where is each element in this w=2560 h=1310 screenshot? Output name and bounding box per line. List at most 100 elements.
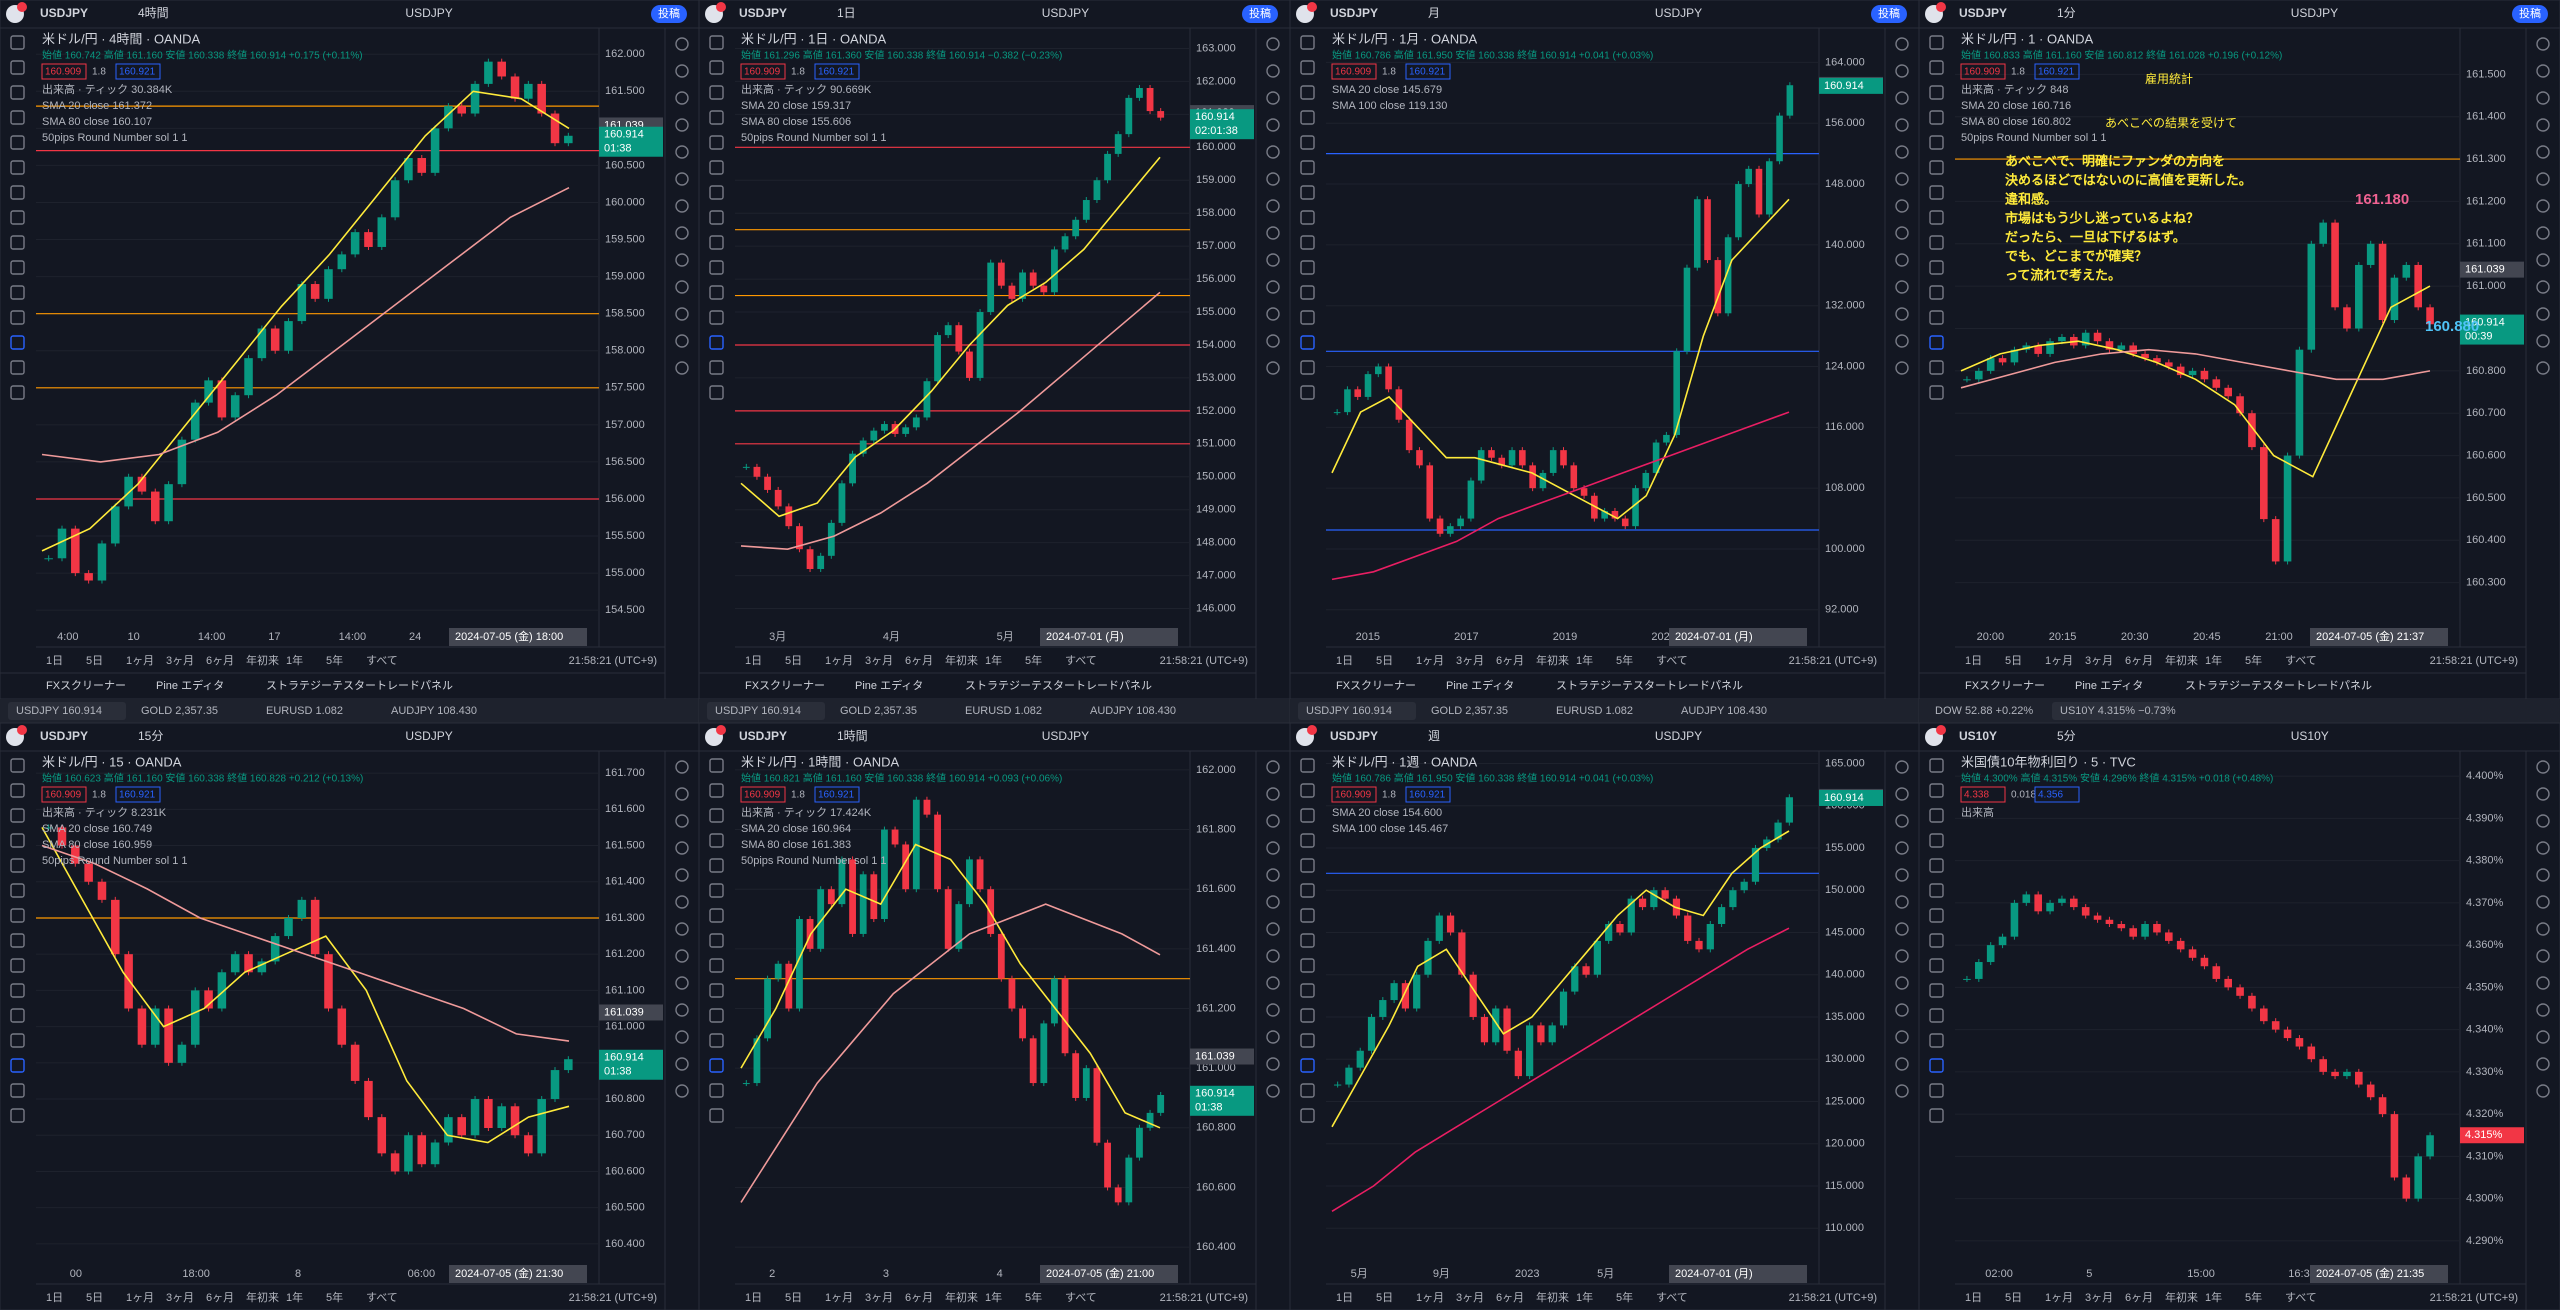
symbol-search[interactable]: USDJPY bbox=[40, 6, 88, 20]
range-button[interactable]: 3ヶ月 bbox=[166, 655, 194, 667]
drawing-tool[interactable] bbox=[1929, 385, 1944, 400]
drawing-tool[interactable] bbox=[1300, 360, 1315, 375]
drawing-tool[interactable] bbox=[1300, 60, 1315, 75]
sidebar-icon[interactable] bbox=[1895, 307, 1909, 321]
bid[interactable]: 160.909 bbox=[744, 790, 781, 801]
drawing-tool[interactable] bbox=[709, 883, 724, 898]
drawing-tool[interactable] bbox=[10, 858, 25, 873]
tab[interactable] bbox=[1673, 702, 1791, 720]
range-button[interactable]: 3ヶ月 bbox=[1456, 655, 1484, 667]
drawing-tool[interactable] bbox=[709, 235, 724, 250]
drawing-tool[interactable] bbox=[709, 933, 724, 948]
range-button[interactable]: 5年 bbox=[1616, 1290, 1633, 1304]
tab-label[interactable]: AUDJPY 108.430 bbox=[1090, 705, 1176, 717]
range-button[interactable]: 5日 bbox=[2005, 655, 2022, 667]
range-button[interactable]: 6ヶ月 bbox=[2125, 1292, 2153, 1304]
drawing-tool[interactable] bbox=[1300, 310, 1315, 325]
bid[interactable]: 4.338 bbox=[1964, 790, 1989, 801]
range-button[interactable]: 5日 bbox=[86, 655, 103, 667]
sidebar-icon[interactable] bbox=[1895, 64, 1909, 78]
sidebar-icon[interactable] bbox=[1895, 334, 1909, 348]
sidebar-icon[interactable] bbox=[675, 1057, 689, 1071]
drawing-tool[interactable] bbox=[709, 1108, 724, 1123]
drawing-tool[interactable] bbox=[10, 1058, 25, 1073]
ask-box[interactable] bbox=[814, 63, 860, 80]
interval[interactable]: 4時間 bbox=[138, 6, 169, 20]
drawing-tool[interactable] bbox=[1929, 160, 1944, 175]
range-button[interactable]: 1ヶ月 bbox=[1416, 655, 1444, 667]
sidebar-icon[interactable] bbox=[675, 172, 689, 186]
drawing-tool[interactable] bbox=[1300, 783, 1315, 798]
sidebar-icon[interactable] bbox=[2536, 334, 2550, 348]
bottom-tool[interactable]: トレードパネル bbox=[1666, 679, 1743, 692]
sidebar-icon[interactable] bbox=[675, 922, 689, 936]
drawing-tool[interactable] bbox=[709, 285, 724, 300]
range-button[interactable]: 5日 bbox=[785, 1292, 802, 1304]
sidebar-icon[interactable] bbox=[1266, 334, 1280, 348]
drawing-tool[interactable] bbox=[709, 35, 724, 50]
drawing-tool[interactable] bbox=[1929, 1033, 1944, 1048]
sidebar-icon[interactable] bbox=[1266, 868, 1280, 882]
range-button[interactable]: 1ヶ月 bbox=[825, 1292, 853, 1304]
range-button[interactable]: 1年 bbox=[1576, 653, 1593, 667]
symbol-search[interactable]: USDJPY bbox=[1330, 729, 1378, 743]
range-button[interactable]: すべて bbox=[1656, 1291, 1688, 1304]
sidebar-icon[interactable] bbox=[1895, 253, 1909, 267]
sidebar-icon[interactable] bbox=[1895, 199, 1909, 213]
tab[interactable] bbox=[1423, 702, 1541, 720]
ask-box[interactable] bbox=[814, 786, 860, 803]
range-button[interactable]: 年初来 bbox=[246, 653, 279, 667]
interval[interactable]: 月 bbox=[1428, 6, 1440, 20]
range-button[interactable]: 3ヶ月 bbox=[2085, 1292, 2113, 1304]
sidebar-icon[interactable] bbox=[675, 64, 689, 78]
ask-box[interactable] bbox=[115, 786, 161, 803]
drawing-tool[interactable] bbox=[10, 360, 25, 375]
tab-label[interactable]: EURUSD 1.082 bbox=[266, 705, 343, 717]
drawing-tool[interactable] bbox=[1929, 210, 1944, 225]
drawing-tool[interactable] bbox=[10, 210, 25, 225]
range-button[interactable]: 3ヶ月 bbox=[865, 1292, 893, 1304]
ask-box[interactable] bbox=[2034, 786, 2080, 803]
sidebar-icon[interactable] bbox=[1895, 280, 1909, 294]
tab[interactable] bbox=[2052, 702, 2170, 720]
bid[interactable]: 160.909 bbox=[45, 67, 82, 78]
bottom-tool[interactable]: トレードパネル bbox=[1075, 679, 1152, 692]
range-button[interactable]: 5年 bbox=[1025, 1290, 1042, 1304]
range-button[interactable]: 1日 bbox=[46, 655, 63, 667]
symbol-search[interactable]: USDJPY bbox=[739, 6, 787, 20]
sidebar-icon[interactable] bbox=[675, 787, 689, 801]
sidebar-icon[interactable] bbox=[1895, 787, 1909, 801]
drawing-tool[interactable] bbox=[1300, 210, 1315, 225]
sidebar-icon[interactable] bbox=[675, 949, 689, 963]
range-button[interactable]: 5日 bbox=[1376, 1292, 1393, 1304]
range-button[interactable]: 6ヶ月 bbox=[1496, 1292, 1524, 1304]
drawing-tool[interactable] bbox=[1300, 883, 1315, 898]
range-button[interactable]: 年初来 bbox=[2165, 653, 2198, 667]
drawing-tool[interactable] bbox=[1929, 758, 1944, 773]
drawing-tool[interactable] bbox=[1300, 1083, 1315, 1098]
drawing-tool[interactable] bbox=[709, 1058, 724, 1073]
drawing-tool[interactable] bbox=[1929, 908, 1944, 923]
ask[interactable]: 160.921 bbox=[1409, 67, 1446, 78]
sidebar-icon[interactable] bbox=[675, 868, 689, 882]
sidebar-icon[interactable] bbox=[675, 145, 689, 159]
sidebar-icon[interactable] bbox=[1895, 145, 1909, 159]
sidebar-icon[interactable] bbox=[2536, 1057, 2550, 1071]
symbol-search[interactable]: USDJPY bbox=[739, 729, 787, 743]
drawing-tool[interactable] bbox=[1929, 110, 1944, 125]
sidebar-icon[interactable] bbox=[1266, 1084, 1280, 1098]
symbol-search[interactable]: USDJPY bbox=[40, 729, 88, 743]
drawing-tool[interactable] bbox=[1300, 1033, 1315, 1048]
sidebar-icon[interactable] bbox=[675, 976, 689, 990]
tab[interactable] bbox=[133, 702, 251, 720]
interval[interactable]: 週 bbox=[1428, 729, 1440, 743]
bottom-tool[interactable]: FXスクリーナー bbox=[1336, 679, 1416, 692]
sidebar-icon[interactable] bbox=[1895, 1084, 1909, 1098]
drawing-tool[interactable] bbox=[1929, 808, 1944, 823]
interval[interactable]: 1時間 bbox=[837, 729, 868, 743]
post-button[interactable] bbox=[1871, 5, 1907, 23]
drawing-tool[interactable] bbox=[1929, 783, 1944, 798]
drawing-tool[interactable] bbox=[10, 385, 25, 400]
tab-label[interactable]: AUDJPY 108.430 bbox=[1681, 705, 1767, 717]
bid-box[interactable] bbox=[740, 63, 786, 80]
